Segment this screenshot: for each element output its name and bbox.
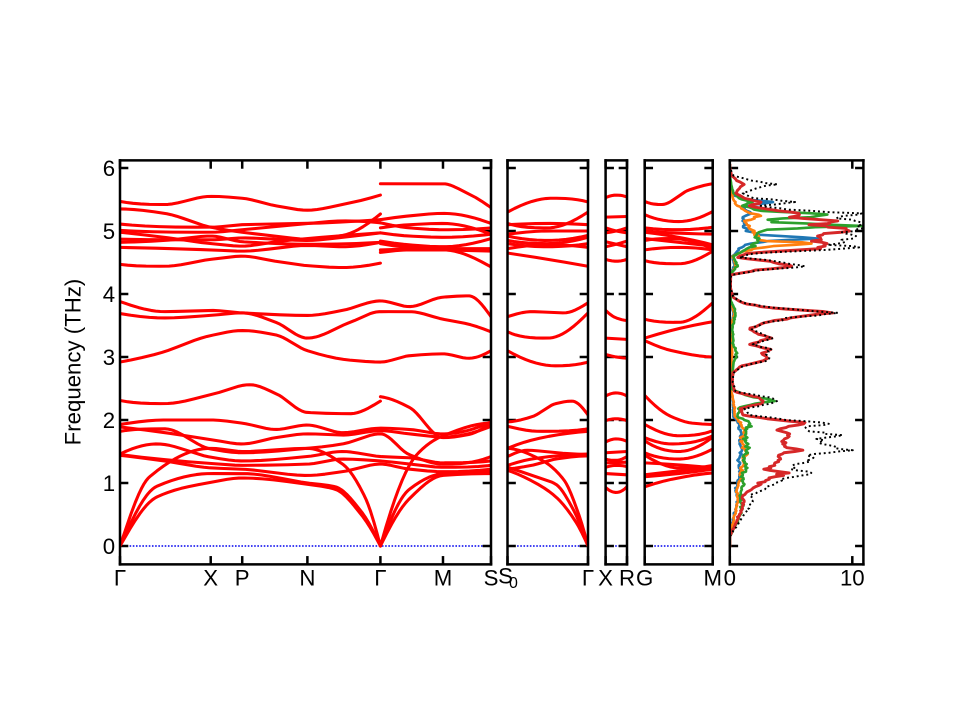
svg-text:R: R	[619, 565, 635, 590]
svg-text:2: 2	[103, 408, 115, 433]
svg-text:G: G	[636, 565, 653, 590]
svg-text:Frequency (THz): Frequency (THz)	[61, 279, 86, 446]
svg-text:N: N	[299, 565, 315, 590]
svg-text:0: 0	[724, 565, 736, 590]
svg-text:X: X	[598, 565, 613, 590]
svg-text:6: 6	[103, 156, 115, 181]
svg-text:P: P	[235, 565, 250, 590]
svg-text:Γ: Γ	[582, 565, 594, 590]
svg-text:3: 3	[103, 345, 115, 370]
svg-text:0: 0	[509, 575, 518, 592]
svg-text:Γ: Γ	[114, 565, 126, 590]
svg-text:Γ: Γ	[374, 565, 386, 590]
svg-text:10: 10	[840, 565, 865, 590]
svg-text:M: M	[434, 565, 453, 590]
svg-text:5: 5	[103, 219, 115, 244]
svg-text:1: 1	[103, 471, 115, 496]
svg-text:S: S	[484, 565, 499, 590]
svg-text:4: 4	[103, 282, 115, 307]
svg-text:S: S	[498, 564, 513, 589]
svg-text:0: 0	[103, 534, 115, 559]
svg-text:M: M	[703, 565, 722, 590]
svg-text:X: X	[203, 565, 218, 590]
